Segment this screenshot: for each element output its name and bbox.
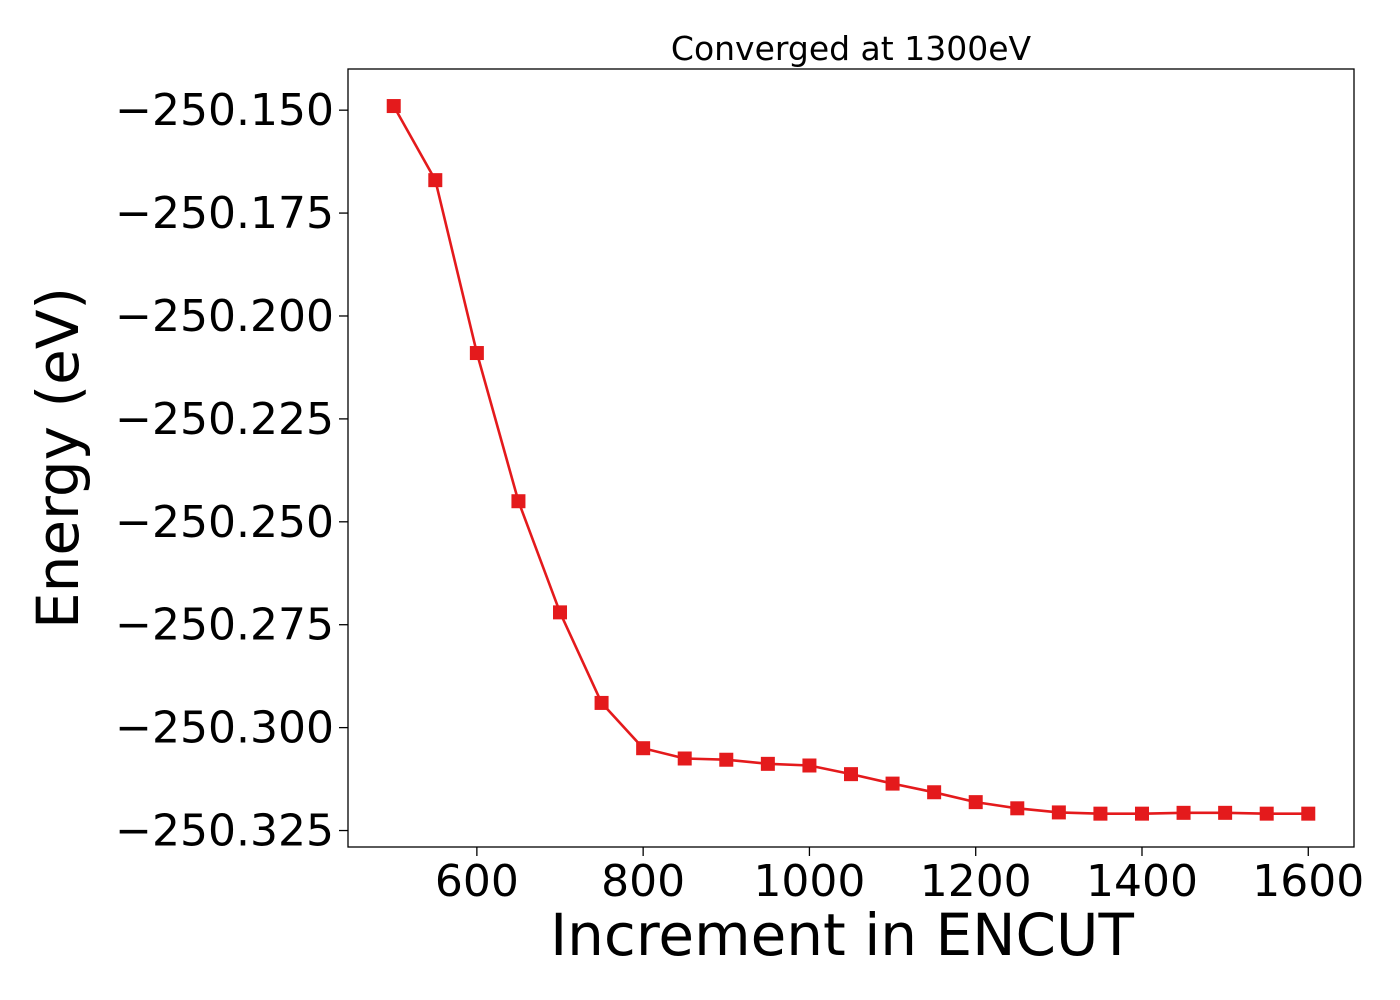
data-point bbox=[511, 494, 526, 509]
y-tick-label: −250.250 bbox=[115, 497, 334, 548]
x-axis: 600 800 1000 1200 1400 1600 bbox=[435, 847, 1364, 907]
y-tick-label: −250.325 bbox=[115, 806, 334, 857]
data-point bbox=[594, 695, 609, 710]
data-point bbox=[1093, 806, 1108, 821]
data-point bbox=[1010, 801, 1025, 816]
data-point bbox=[428, 173, 443, 188]
y-tick-label: −250.300 bbox=[115, 703, 334, 754]
x-axis-label: Increment in ENCUT bbox=[550, 901, 1134, 969]
data-point bbox=[1259, 806, 1274, 821]
x-tick-label: 1400 bbox=[1086, 856, 1198, 907]
data-point bbox=[885, 776, 900, 791]
x-tick-label: 1600 bbox=[1252, 856, 1364, 907]
plot-frame bbox=[347, 68, 1355, 848]
data-point bbox=[636, 741, 651, 756]
data-point bbox=[469, 346, 484, 361]
chart-title: Converged at 1300eV bbox=[671, 29, 1032, 68]
x-tick-label: 800 bbox=[601, 856, 685, 907]
y-axis: −250.150 −250.175 −250.200 −250.225 −250.250… bbox=[115, 85, 348, 857]
y-tick-label: −250.150 bbox=[115, 85, 334, 136]
data-point bbox=[386, 99, 401, 114]
data-point bbox=[968, 795, 983, 810]
data-point bbox=[719, 752, 734, 767]
x-tick-label: 600 bbox=[435, 856, 519, 907]
series-line bbox=[392, 105, 1309, 815]
series-markers bbox=[386, 99, 1316, 821]
data-point bbox=[844, 767, 858, 782]
y-tick-label: −250.225 bbox=[115, 394, 334, 445]
x-tick-label: 1200 bbox=[920, 856, 1032, 907]
data-point bbox=[1134, 806, 1149, 821]
x-tick-label: 1000 bbox=[753, 856, 865, 907]
data-point bbox=[1301, 806, 1316, 821]
y-tick-label: −250.200 bbox=[115, 291, 334, 342]
y-axis-label: Energy (eV) bbox=[24, 287, 92, 629]
data-point bbox=[553, 605, 568, 620]
data-point bbox=[1218, 805, 1233, 820]
data-point bbox=[760, 756, 775, 771]
data-point bbox=[802, 758, 817, 773]
y-tick-label: −250.275 bbox=[115, 600, 334, 651]
data-point bbox=[677, 751, 692, 766]
data-point bbox=[1051, 805, 1066, 820]
y-tick-label: −250.175 bbox=[115, 188, 334, 239]
data-point bbox=[927, 785, 942, 800]
data-point bbox=[1176, 805, 1191, 820]
